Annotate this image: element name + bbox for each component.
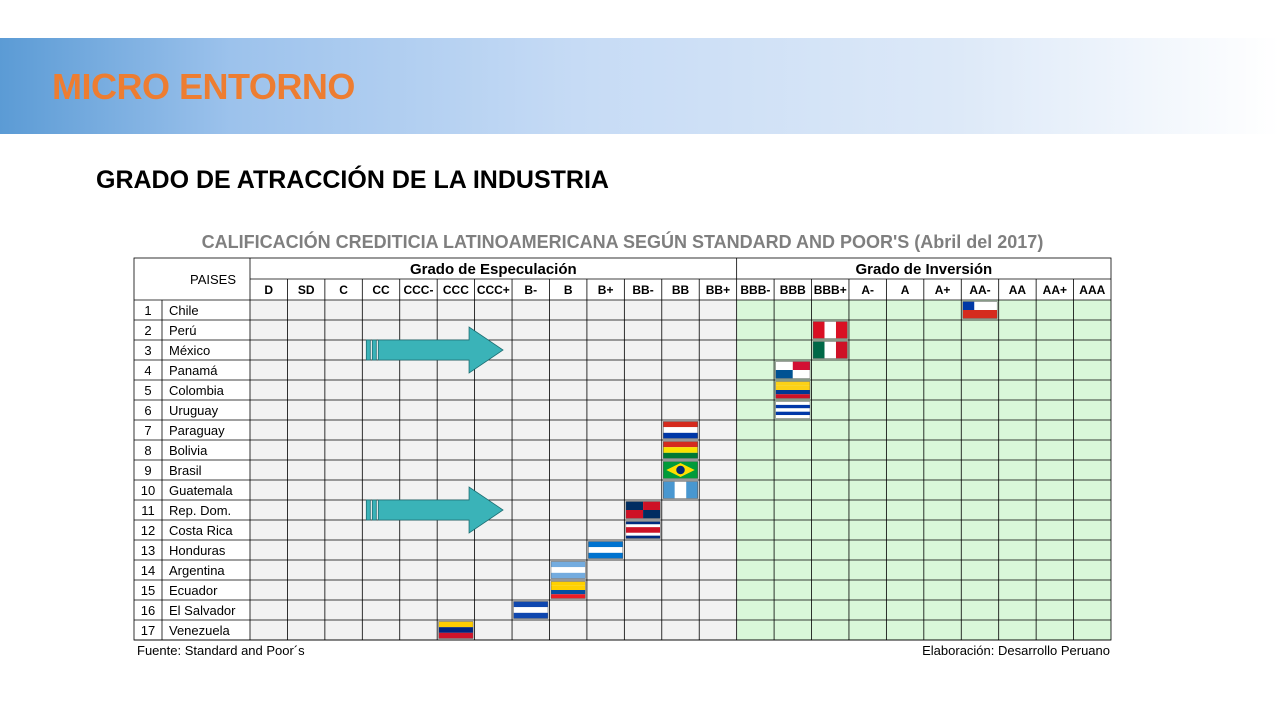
rating-header: A- (861, 283, 874, 297)
credit-note: Elaboración: Desarrollo Peruano (922, 643, 1110, 658)
flag-rep-dom--icon (625, 501, 661, 519)
row-number: 11 (141, 503, 155, 518)
country-name: México (169, 343, 210, 358)
flag-panam--icon (775, 361, 811, 379)
row-number: 1 (144, 303, 151, 318)
country-name: Rep. Dom. (169, 503, 231, 518)
rating-header: A (901, 283, 910, 297)
rating-header: CC (372, 283, 390, 297)
row-number: 12 (141, 523, 155, 538)
country-name: El Salvador (169, 603, 236, 618)
rating-header: BBB+ (814, 283, 847, 297)
table-title: CALIFICACIÓN CREDITICIA LATINOAMERICANA … (201, 232, 1044, 252)
country-name: Perú (169, 323, 196, 338)
flag-chile-icon (962, 301, 998, 319)
rating-header: D (264, 283, 273, 297)
country-name: Argentina (169, 563, 225, 578)
country-name: Colombia (169, 383, 225, 398)
trend-arrow-icon (365, 326, 504, 374)
row-number: 7 (144, 423, 151, 438)
rating-header: AA+ (1043, 283, 1067, 297)
rating-header: B (564, 283, 573, 297)
row-number: 17 (141, 623, 155, 638)
country-name: Chile (169, 303, 199, 318)
trend-arrow-icon (365, 486, 504, 534)
country-name: Venezuela (169, 623, 230, 638)
rating-header: C (339, 283, 348, 297)
row-number: 6 (144, 403, 151, 418)
rating-header: A+ (935, 283, 951, 297)
rating-header: BB (672, 283, 690, 297)
row-number: 16 (141, 603, 155, 618)
country-name: Panamá (169, 363, 218, 378)
rating-header: BBB (780, 283, 806, 297)
country-header: PAISES (190, 272, 236, 287)
country-name: Guatemala (169, 483, 233, 498)
row-number: 5 (144, 383, 151, 398)
rating-header: B+ (598, 283, 614, 297)
country-name: Ecuador (169, 583, 218, 598)
flag-costa-rica-icon (625, 521, 661, 539)
row-number: 2 (144, 323, 151, 338)
flag-m-xico-icon (812, 341, 848, 359)
row-number: 3 (144, 343, 151, 358)
country-name: Honduras (169, 543, 226, 558)
rating-header: CCC- (403, 283, 433, 297)
rating-header: AAA (1079, 283, 1105, 297)
row-number: 14 (141, 563, 155, 578)
rating-header: B- (524, 283, 537, 297)
row-number: 13 (141, 543, 155, 558)
group-speculative: Grado de Especulación (410, 261, 577, 278)
flag-brasil-icon (663, 461, 698, 479)
flag-bolivia-icon (663, 441, 698, 459)
source-note: Fuente: Standard and Poor´s (137, 643, 305, 658)
rating-header: BB- (632, 283, 653, 297)
country-name: Uruguay (169, 403, 219, 418)
slide-title: MICRO ENTORNO (52, 66, 355, 107)
flag-honduras-icon (588, 541, 624, 559)
flag-colombia-icon (775, 381, 811, 399)
row-number: 8 (144, 443, 151, 458)
flag-argentina-icon (550, 561, 586, 579)
row-number: 9 (144, 463, 151, 478)
row-number: 15 (141, 583, 155, 598)
flag-el-salvador-icon (513, 601, 549, 619)
country-name: Costa Rica (169, 523, 233, 538)
group-investment: Grado de Inversión (855, 261, 992, 278)
flag-uruguay-icon (775, 401, 811, 419)
slide-subtitle: GRADO DE ATRACCIÓN DE LA INDUSTRIA (96, 166, 609, 194)
flag-paraguay-icon (663, 421, 698, 439)
grid-lines (133, 257, 1112, 641)
flag-venezuela-icon (438, 621, 474, 639)
rating-header: BBB- (740, 283, 770, 297)
country-name: Bolivia (169, 443, 208, 458)
flag-ecuador-icon (550, 581, 586, 599)
country-name: Brasil (169, 463, 202, 478)
rating-header: SD (298, 283, 315, 297)
row-number: 10 (141, 483, 155, 498)
rating-header: AA (1009, 283, 1027, 297)
country-name: Paraguay (169, 423, 225, 438)
row-number: 4 (144, 363, 151, 378)
rating-header: CCC (443, 283, 469, 297)
flag-guatemala-icon (663, 481, 698, 499)
rating-header: AA- (969, 283, 990, 297)
rating-header: BB+ (706, 283, 730, 297)
flag-per--icon (812, 321, 848, 339)
rating-header: CCC+ (477, 283, 510, 297)
title-banner (0, 38, 1280, 134)
